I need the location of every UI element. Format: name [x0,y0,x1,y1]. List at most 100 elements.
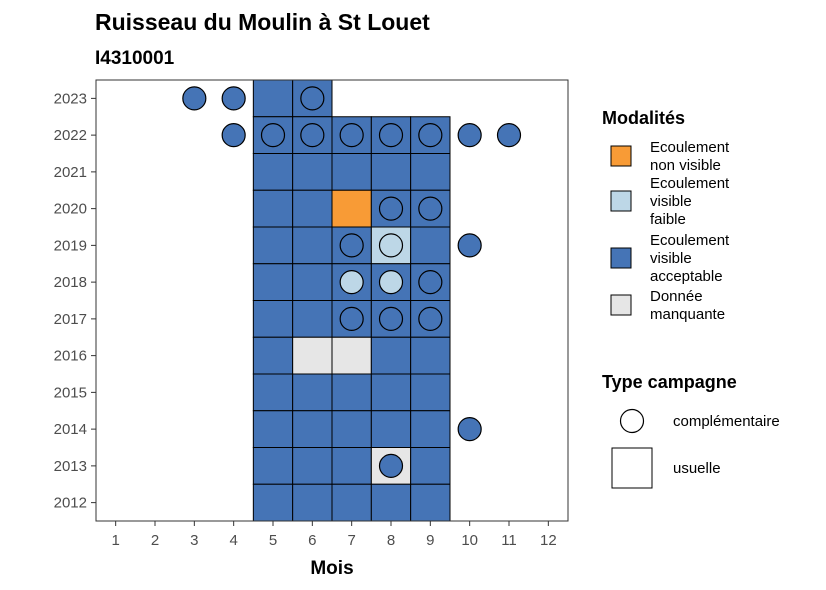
axes: 1 2 3 4 5 6 7 8 9 10 11 122012201320142015201620172… [54,90,557,549]
x-axis-title: Mois [310,558,353,579]
legend-key [610,190,632,212]
tile-2021-8 [370,153,412,191]
tile-2017-6 [292,300,333,338]
tile-2015-7 [331,373,372,412]
circle-2018-8 [378,270,404,295]
circle-2022-4 [221,123,246,148]
tile-2020-6 [292,189,333,228]
legend-label: usuelle [673,460,721,477]
x-tick-label: 11 [501,532,517,549]
y-tick-label: 2019 [54,237,87,254]
tile-2014-6 [292,410,333,448]
x-tick-label: 4 [229,532,237,549]
circle-2022-9 [418,123,443,148]
legend-label: faible [650,211,686,228]
x-tick-label: 3 [190,532,198,549]
x-tick-label: 2 [151,532,159,549]
x-tick-label: 9 [426,532,434,549]
y-tick-label: 2012 [54,495,87,512]
circle-2023-4 [221,86,246,111]
tile-2021-6 [292,153,333,191]
circle-2022-8 [378,123,404,148]
tile-layer [252,79,451,522]
legend-label: visible [650,193,692,210]
tile-2019-9 [410,226,451,265]
x-tick-label: 8 [387,532,395,549]
tile-2018-6 [292,263,333,301]
tile-2012-5 [252,483,294,522]
x-tick-label: 10 [461,532,478,549]
circle-2023-3 [182,86,207,111]
circle-2014-10 [457,417,482,442]
circle-2013-8 [378,453,404,478]
x-tick-label: 7 [347,532,355,549]
circle-2020-9 [418,196,443,221]
tile-2020-7 [331,189,372,228]
legend-key [610,145,632,167]
tile-2015-8 [370,373,412,412]
legend-square-key [611,447,653,489]
legend-label: visible [650,250,692,267]
circle-2019-10 [457,233,482,258]
tile-2021-9 [410,153,451,191]
x-tick-label: 5 [269,532,277,549]
x-tick-label: 1 [111,532,119,549]
y-tick-label: 2015 [54,384,87,401]
tile-2021-5 [252,153,294,191]
legend-label: non visible [650,157,721,174]
tile-2018-5 [252,263,294,301]
legend-label: complémentaire [673,413,780,430]
circle-2018-9 [418,270,443,295]
tile-2017-5 [252,300,294,338]
tile-2015-6 [292,373,333,412]
circle-2018-7 [339,270,364,295]
tile-2017-9 [410,300,451,338]
tile-2012-6 [292,483,333,522]
circle-2022-6 [300,123,325,148]
tile-2014-5 [252,410,294,448]
tile-2020-5 [252,189,294,228]
y-tick-label: 2018 [54,274,87,291]
circle-2017-9 [418,306,443,331]
circle-2022-5 [260,123,286,148]
tile-2016-6 [292,336,333,375]
legend-circle-key [619,408,645,434]
y-tick-label: 2017 [54,311,87,328]
tile-2013-8 [370,447,412,485]
legend-label: Ecoulement [650,175,730,192]
x-tick-label: 6 [308,532,316,549]
tile-2012-9 [410,483,451,522]
tile-2015-5 [252,373,294,412]
y-tick-label: 2016 [54,348,87,365]
legend-key [610,247,632,269]
legend-label: Ecoulement [650,139,730,156]
tile-2013-9 [410,447,451,485]
plot-border [95,79,569,522]
tile-2016-9 [410,336,451,375]
tile-2019-6 [292,226,333,265]
y-tick-label: 2022 [54,127,87,144]
tile-2012-7 [331,483,372,522]
tile-2013-7 [331,447,372,485]
tile-2012-8 [370,483,412,522]
tile-2013-5 [252,447,294,485]
tile-2014-7 [331,410,372,448]
tile-2013-6 [292,447,333,485]
tile-2023-5 [252,79,294,118]
circle-layer [182,86,522,478]
tile-2015-9 [410,373,451,412]
y-tick-label: 2020 [54,201,87,218]
circle-2022-10 [457,123,482,148]
circle-2022-11 [496,123,522,148]
tile-2021-7 [331,153,372,191]
tile-2014-8 [370,410,412,448]
y-tick-label: 2013 [54,458,87,475]
y-tick-label: 2021 [54,164,87,181]
chart-title: Ruisseau du Moulin à St Louet [95,9,430,35]
x-tick-label: 12 [540,532,557,549]
legend-key [610,294,632,316]
circle-2019-8 [378,233,404,258]
circle-2017-7 [339,306,364,331]
